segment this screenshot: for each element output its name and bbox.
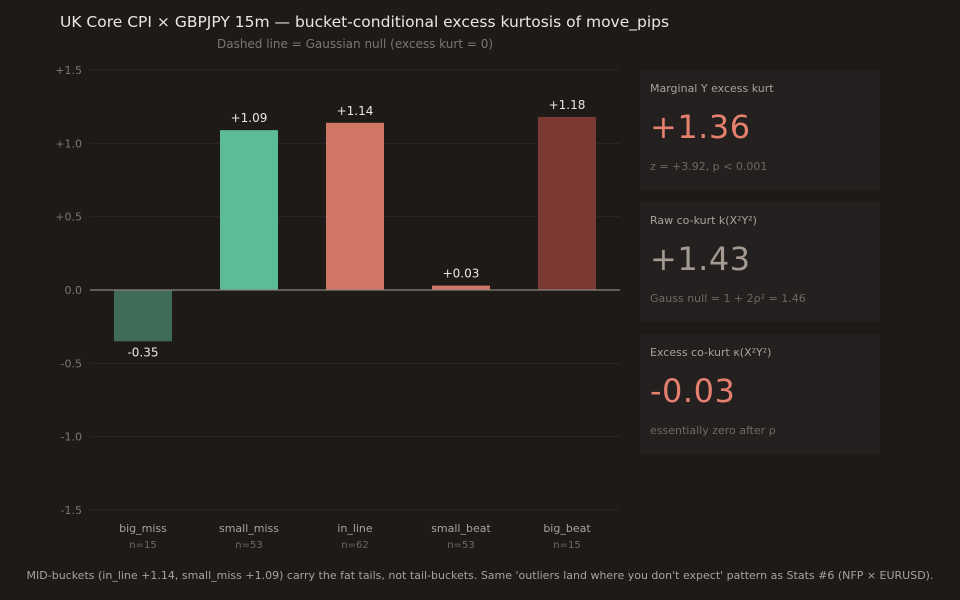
x-count-label: n=53: [447, 540, 474, 551]
card-label: Excess co-kurt κ(X²Y²): [650, 346, 772, 359]
bar-value-label: +0.03: [443, 267, 480, 281]
bar: [432, 285, 490, 290]
marginal-kurt-card: Marginal Y excess kurt +1.36 z = +3.92, …: [640, 70, 880, 190]
bar-chart: +1.5 +1.0 +0.5 0.0 -0.5 -1.0 -1.5 -0.35 big_miss…: [55, 64, 620, 551]
bar-value-label: +1.09: [231, 111, 268, 125]
bar-value-label: -0.35: [127, 345, 158, 359]
card-label: Raw co-kurt k(X²Y²): [650, 214, 757, 227]
card-note: essentially zero after ρ: [650, 424, 776, 437]
x-count-label: n=62: [341, 540, 368, 551]
y-tick-label: 0.0: [65, 284, 83, 297]
bar-value-label: +1.18: [549, 98, 586, 112]
card-value: +1.36: [650, 108, 751, 146]
stats-panel: Marginal Y excess kurt +1.36 z = +3.92, …: [640, 70, 880, 466]
card-value: +1.43: [650, 240, 751, 278]
x-count-label: n=15: [553, 540, 580, 551]
bar: [114, 290, 172, 342]
card-note: Gauss null = 1 + 2ρ² = 1.46: [650, 292, 806, 305]
x-count-label: n=53: [235, 540, 262, 551]
y-tick-label: -0.5: [61, 357, 82, 370]
x-tick-label: small_miss: [219, 522, 279, 535]
card-note: z = +3.92, p < 0.001: [650, 160, 768, 173]
bar: [220, 130, 278, 290]
card-value: -0.03: [650, 372, 736, 410]
x-tick-label: in_line: [337, 522, 373, 535]
raw-cokurt-card: Raw co-kurt k(X²Y²) +1.43 Gauss null = 1…: [640, 202, 880, 322]
excess-cokurt-card: Excess co-kurt κ(X²Y²) -0.03 essentially…: [640, 334, 880, 454]
chart-title: UK Core CPI × GBPJPY 15m — bucket-condit…: [60, 13, 670, 31]
bar-value-label: +1.14: [337, 104, 374, 118]
y-tick-label: -1.0: [61, 431, 82, 444]
x-tick-label: small_beat: [431, 522, 491, 535]
bar: [538, 116, 596, 290]
y-tick-label: -1.5: [61, 504, 82, 517]
bar: [326, 122, 384, 290]
y-tick-label: +1.5: [55, 64, 82, 77]
chart-subtitle: Dashed line = Gaussian null (excess kurt…: [216, 37, 494, 51]
card-label: Marginal Y excess kurt: [650, 82, 774, 95]
x-tick-label: big_beat: [543, 522, 591, 535]
y-tick-label: +0.5: [55, 211, 82, 224]
x-count-label: n=15: [129, 540, 156, 551]
x-tick-label: big_miss: [119, 522, 167, 535]
y-tick-label: +1.0: [55, 137, 82, 150]
footer-note: MID-buckets (in_line +1.14, small_miss +…: [26, 569, 934, 582]
